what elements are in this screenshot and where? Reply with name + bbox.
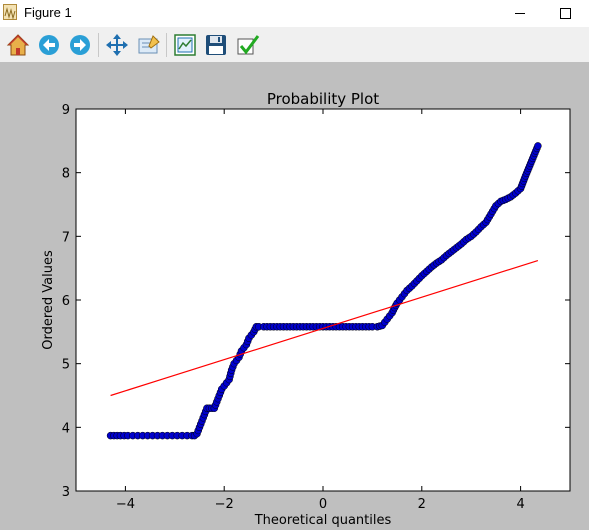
toolbar-separator bbox=[98, 33, 99, 57]
y-tick-label: 6 bbox=[62, 294, 70, 309]
pan-button[interactable] bbox=[104, 32, 130, 58]
x-tick-label: 2 bbox=[418, 497, 426, 512]
maximize-button[interactable] bbox=[543, 0, 587, 26]
fit-line bbox=[110, 259, 539, 397]
floppy-disk-icon bbox=[206, 35, 226, 55]
data-points bbox=[106, 142, 542, 440]
maximize-icon bbox=[559, 7, 571, 19]
forward-arrow-icon bbox=[70, 35, 90, 55]
navigation-toolbar bbox=[0, 27, 589, 62]
figure-canvas[interactable]: −4 −2 0 2 4 3 4 5 6 7 8 9 Probability Plot Theoret… bbox=[0, 62, 589, 530]
toolbar-separator bbox=[166, 33, 167, 57]
edit-button[interactable] bbox=[235, 32, 261, 58]
zoom-button[interactable] bbox=[136, 32, 162, 58]
back-arrow-icon bbox=[39, 35, 59, 55]
home-button[interactable] bbox=[5, 32, 31, 58]
forward-button[interactable] bbox=[67, 32, 93, 58]
minimize-icon bbox=[515, 12, 525, 14]
window-title: Figure 1 bbox=[24, 5, 72, 20]
x-tick-label: 0 bbox=[319, 497, 327, 512]
subplots-icon bbox=[174, 34, 196, 56]
axes-frame bbox=[75, 108, 571, 492]
x-tick-label: 4 bbox=[516, 497, 524, 512]
window-titlebar: Figure 1 bbox=[0, 0, 589, 27]
y-tick-label: 4 bbox=[62, 421, 70, 436]
y-tick-label: 3 bbox=[62, 485, 70, 500]
fit-line-group bbox=[110, 259, 539, 397]
x-tick-label: −2 bbox=[215, 497, 234, 512]
data-point bbox=[534, 142, 542, 150]
probability-plot-chart: −4 −2 0 2 4 3 4 5 6 7 8 9 Probability Plot Theoret… bbox=[41, 90, 571, 528]
checkmark-icon bbox=[237, 35, 260, 55]
x-axis-label: Theoretical quantiles bbox=[254, 513, 392, 528]
y-tick-label: 7 bbox=[62, 230, 70, 245]
x-axis-ticks: −4 −2 0 2 4 bbox=[116, 109, 525, 512]
x-tick-label: −4 bbox=[116, 497, 135, 512]
back-button[interactable] bbox=[36, 32, 62, 58]
home-icon bbox=[6, 34, 30, 56]
y-tick-label: 8 bbox=[62, 167, 70, 182]
save-button[interactable] bbox=[203, 32, 229, 58]
zoom-rect-icon bbox=[138, 35, 160, 54]
matplotlib-app-icon bbox=[3, 4, 17, 20]
y-tick-label: 9 bbox=[62, 103, 70, 118]
minimize-button[interactable] bbox=[498, 0, 542, 26]
move-arrows-icon bbox=[106, 34, 128, 56]
y-tick-label: 5 bbox=[62, 358, 70, 373]
subplots-button[interactable] bbox=[172, 32, 198, 58]
chart-title: Probability Plot bbox=[267, 90, 379, 108]
y-axis-ticks: 3 4 5 6 7 8 9 bbox=[62, 103, 570, 500]
y-axis-label: Ordered Values bbox=[41, 250, 56, 350]
